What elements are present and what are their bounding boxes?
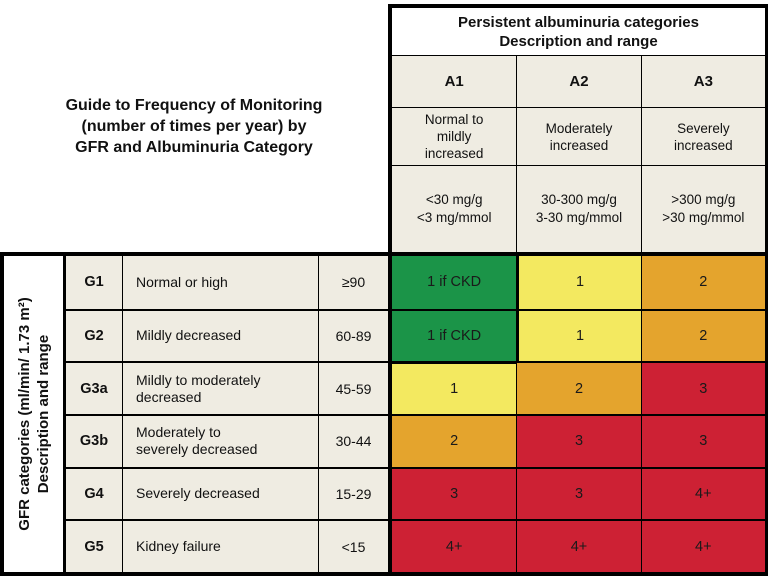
grid-cell-g3a-a3: 3 bbox=[640, 361, 765, 414]
range-line: 30-300 mg/g bbox=[541, 192, 617, 207]
albuminuria-range-a2: 30-300 mg/g 3-30 mg/mmol bbox=[516, 166, 640, 252]
figure-title-line: Guide to Frequency of Monitoring bbox=[65, 96, 323, 114]
grid-cell-g5-a2: 4+ bbox=[516, 519, 641, 572]
gfr-range-g1: ≥90 bbox=[318, 256, 388, 309]
grid-cell-g3a-a1: 1 bbox=[392, 361, 517, 414]
desc-line: increased bbox=[549, 137, 609, 153]
desc-line: Mildly decreased bbox=[136, 327, 242, 344]
grid-cell-g4-a3: 4+ bbox=[640, 466, 765, 520]
range-line: <3 mg/mmol bbox=[416, 210, 492, 225]
desc-line: Normal or high bbox=[136, 273, 228, 290]
desc-line: Severely decreased bbox=[136, 485, 260, 502]
grid-cell-g1-a2: 1 bbox=[516, 256, 641, 309]
grid-cell-g1-a1: 1 if CKD bbox=[392, 256, 517, 309]
gfr-desc-g5: Kidney failure bbox=[122, 519, 318, 572]
albuminuria-desc-a3: Severely increased bbox=[640, 108, 765, 166]
albuminuria-code-a2: A2 bbox=[516, 56, 641, 108]
gfr-code-g3b: G3b bbox=[66, 414, 122, 467]
albuminuria-code-a3: A3 bbox=[640, 56, 765, 108]
gfr-desc-g3b: Moderately to severely decreased bbox=[122, 414, 318, 467]
desc-line: increased bbox=[674, 137, 733, 153]
axis-label-line: GFR categories (ml/min/ 1.73 m²) bbox=[15, 297, 33, 531]
gfr-axis-label: GFR categories (ml/min/ 1.73 m²) Descrip… bbox=[4, 256, 66, 572]
albuminuria-range-a3: >300 mg/g >30 mg/mmol bbox=[640, 166, 765, 252]
desc-line: increased bbox=[424, 146, 484, 161]
range-line: >30 mg/mmol bbox=[662, 210, 745, 225]
gfr-code-g3a: G3a bbox=[66, 361, 122, 414]
albuminuria-table-header: Persistent albuminuria categories Descri… bbox=[392, 8, 765, 56]
desc-line: severely decreased bbox=[136, 441, 258, 458]
albuminuria-desc-a2: Moderately increased bbox=[516, 108, 641, 166]
grid-cell-g2-a3: 2 bbox=[640, 308, 765, 362]
gfr-code-g2: G2 bbox=[66, 308, 122, 362]
gfr-range-g3a: 45-59 bbox=[318, 361, 388, 414]
gfr-range-g3b: 30-44 bbox=[318, 414, 388, 467]
gfr-axis-label-text: GFR categories (ml/min/ 1.73 m²) Descrip… bbox=[15, 261, 53, 567]
desc-line: decreased bbox=[136, 388, 202, 405]
gfr-range-g4: 15-29 bbox=[318, 466, 388, 520]
gfr-code-g4: G4 bbox=[66, 466, 122, 520]
range-line: <30 mg/g bbox=[425, 192, 483, 207]
gfr-desc-g3a: Mildly to moderately decreased bbox=[122, 361, 318, 414]
grid-cell-g4-a2: 3 bbox=[516, 466, 641, 520]
figure-title-line: GFR and Albuminuria Category bbox=[75, 138, 313, 156]
grid-cell-g2-a1: 1 if CKD bbox=[392, 308, 517, 362]
axis-label-line: Description and range bbox=[34, 334, 52, 494]
grid-cell-g3b-a2: 3 bbox=[516, 414, 641, 467]
albuminuria-desc-a1: Normal to mildly increased bbox=[392, 108, 517, 166]
gfr-code-g5: G5 bbox=[66, 519, 122, 572]
gfr-range-g5: <15 bbox=[318, 519, 388, 572]
frequency-heatmap-grid: 1 if CKD 1 2 1 if CKD 1 2 1 2 3 2 3 3 3 … bbox=[388, 252, 768, 576]
grid-cell-g3b-a3: 3 bbox=[640, 414, 765, 467]
albuminuria-header-line: Description and range bbox=[499, 32, 658, 50]
grid-cell-g5-a1: 4+ bbox=[392, 519, 517, 572]
grid-cell-g2-a2: 1 bbox=[516, 308, 641, 362]
grid-cell-g3a-a2: 2 bbox=[516, 361, 641, 414]
desc-line: mildly bbox=[436, 129, 472, 144]
figure-title: Guide to Frequency of Monitoring (number… bbox=[0, 0, 388, 252]
albuminuria-range-a1: <30 mg/g <3 mg/mmol bbox=[392, 166, 516, 252]
albuminuria-code-a1: A1 bbox=[392, 56, 517, 108]
grid-cell-g5-a3: 4+ bbox=[640, 519, 765, 572]
gfr-desc-g2: Mildly decreased bbox=[122, 308, 318, 362]
gfr-range-g2: 60-89 bbox=[318, 308, 388, 362]
desc-line: Kidney failure bbox=[136, 538, 221, 555]
desc-line: Severely bbox=[677, 120, 730, 136]
gfr-categories-table: GFR categories (ml/min/ 1.73 m²) Descrip… bbox=[0, 252, 388, 576]
gfr-code-g1: G1 bbox=[84, 274, 104, 291]
albuminuria-header-table: Persistent albuminuria categories Descri… bbox=[388, 4, 768, 252]
grid-cell-g1-a3: 2 bbox=[640, 256, 765, 309]
desc-line: Normal to bbox=[424, 112, 484, 127]
albuminuria-header-line: Persistent albuminuria categories bbox=[458, 13, 699, 31]
range-line: 3-30 mg/mmol bbox=[535, 210, 623, 225]
grid-cell-g3b-a1: 2 bbox=[392, 414, 517, 467]
gfr-desc-g4: Severely decreased bbox=[122, 466, 318, 520]
desc-line: Moderately bbox=[545, 120, 613, 136]
figure-title-line: (number of times per year) by bbox=[81, 117, 307, 135]
grid-cell-g4-a1: 3 bbox=[392, 466, 517, 520]
range-line: >300 mg/g bbox=[671, 192, 736, 207]
desc-line: Mildly to moderately bbox=[136, 371, 261, 388]
gfr-desc-g1: Normal or high bbox=[122, 256, 318, 309]
desc-line: Moderately to bbox=[136, 424, 221, 441]
